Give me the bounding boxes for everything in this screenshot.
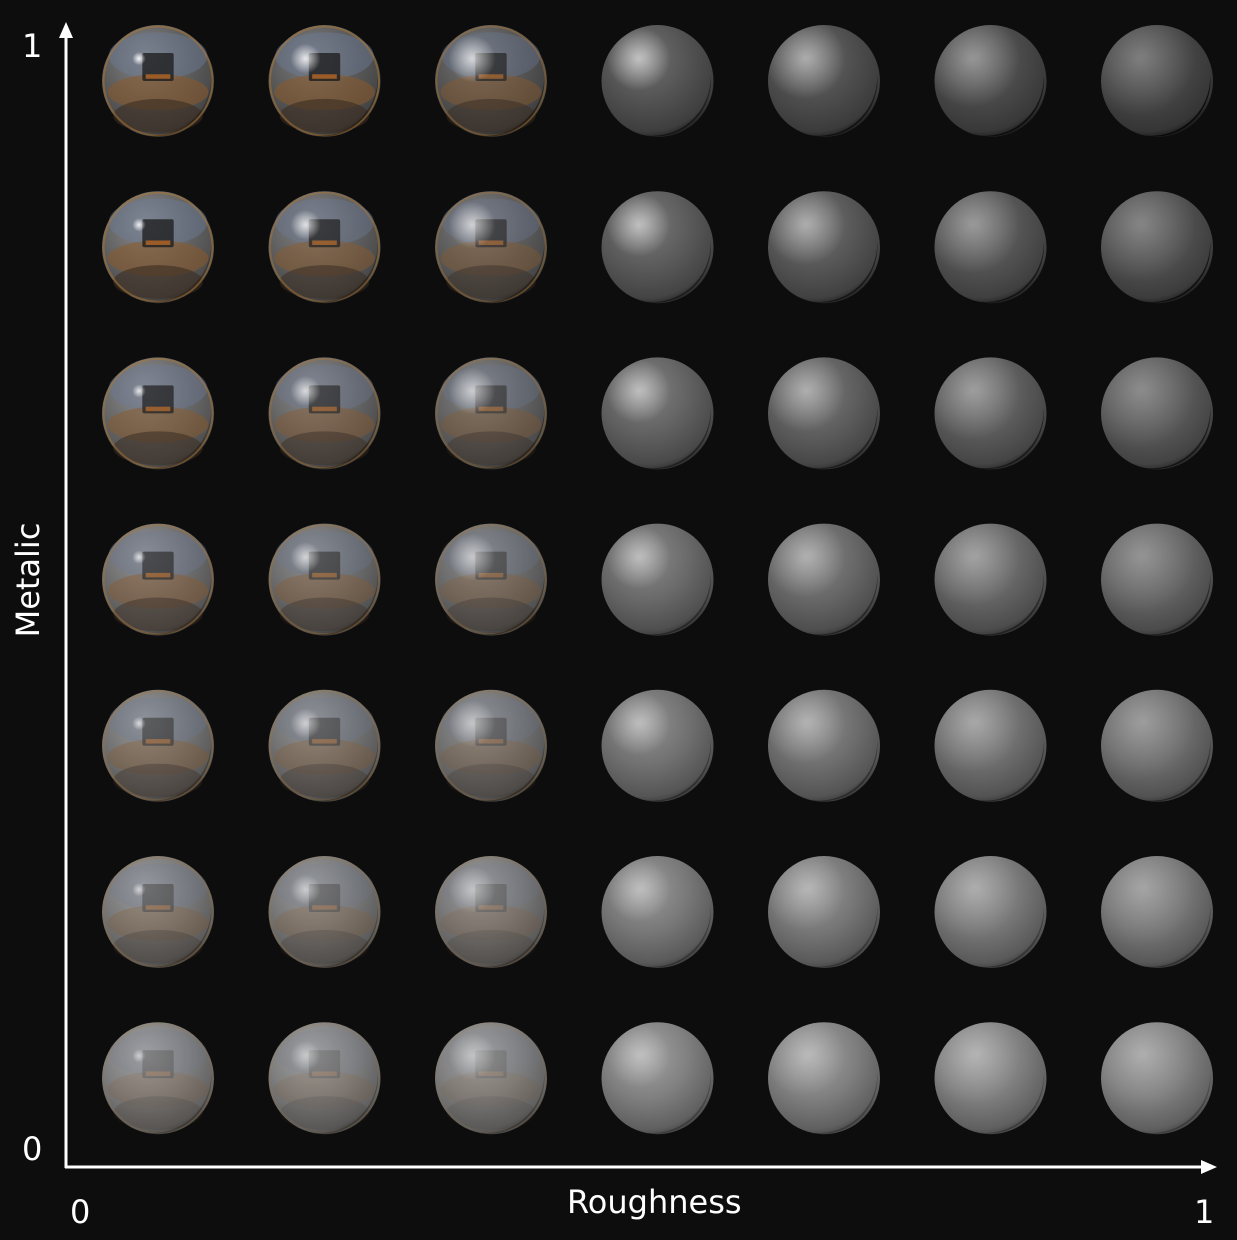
- material-sphere: [601, 1022, 714, 1135]
- material-sphere: [1101, 523, 1213, 636]
- y-axis-min-label: 0: [22, 1130, 43, 1168]
- material-sphere: [102, 856, 214, 968]
- material-sphere: [268, 523, 381, 636]
- material-sphere: [435, 856, 547, 968]
- material-sphere: [1101, 856, 1213, 968]
- material-sphere: [768, 1022, 880, 1135]
- material-sphere: [768, 856, 880, 968]
- material-sphere: [268, 1022, 381, 1135]
- spheres-layer: [102, 25, 1213, 1135]
- material-sphere: [601, 523, 714, 636]
- material-sphere: [435, 523, 547, 636]
- y-axis-arrowhead: [59, 22, 73, 38]
- x-axis-arrowhead: [1201, 1160, 1217, 1174]
- material-sphere: [601, 357, 714, 470]
- material-sphere: [934, 523, 1047, 636]
- material-sphere: [601, 25, 714, 137]
- material-sphere: [768, 357, 880, 470]
- material-sphere: [601, 191, 714, 304]
- material-sphere: [102, 1022, 214, 1135]
- material-sphere: [934, 689, 1047, 802]
- material-sphere: [268, 25, 381, 137]
- material-sphere: [934, 191, 1047, 304]
- material-sphere: [768, 523, 880, 636]
- material-sphere: [435, 689, 547, 802]
- material-sphere: [934, 25, 1047, 137]
- material-sphere: [268, 191, 381, 304]
- x-axis-max-label: 1: [1194, 1193, 1215, 1231]
- material-sphere: [102, 25, 214, 137]
- material-sphere: [268, 856, 381, 968]
- x-axis-min-label: 0: [70, 1193, 91, 1231]
- material-sphere: [601, 689, 714, 802]
- material-sphere: [934, 856, 1047, 968]
- material-sphere: [102, 523, 214, 636]
- material-sphere: [435, 357, 547, 470]
- material-sphere: [1101, 191, 1213, 304]
- material-sphere: [102, 689, 214, 802]
- material-sphere: [102, 191, 214, 304]
- material-sphere: [435, 25, 547, 137]
- material-sphere: [268, 689, 381, 802]
- material-sphere: [934, 1022, 1047, 1135]
- material-sphere: [768, 689, 880, 802]
- material-sphere: [1101, 357, 1213, 470]
- material-sphere: [268, 357, 381, 470]
- material-sphere: [1101, 1022, 1213, 1135]
- material-sphere: [1101, 25, 1213, 137]
- axes-layer: [59, 22, 1217, 1174]
- material-sphere: [435, 191, 547, 304]
- material-sphere: [768, 191, 880, 304]
- material-sphere: [102, 357, 214, 470]
- material-sphere: [601, 856, 714, 968]
- y-axis-max-label: 1: [22, 27, 43, 65]
- y-axis-title: Metalic: [9, 522, 47, 638]
- x-axis-title: Roughness: [567, 1183, 742, 1221]
- material-sphere: [435, 1022, 547, 1135]
- material-sphere: [934, 357, 1047, 470]
- material-sphere: [1101, 689, 1213, 802]
- material-sphere: [768, 25, 880, 137]
